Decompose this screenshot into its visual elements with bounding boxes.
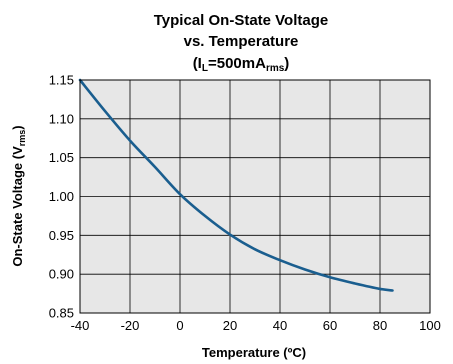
chart-title-line3-post: ) [284, 55, 289, 72]
x-tick-label: 20 [223, 318, 237, 333]
x-tick-labels: -40 -20 0 20 40 60 80 100 [71, 318, 441, 333]
x-tick-label: 0 [176, 318, 183, 333]
x-tick-label: 60 [323, 318, 337, 333]
x-tick-label: 100 [419, 318, 441, 333]
chart-title-line3-mid: =500mA [208, 55, 266, 72]
chart-title-line3-pre: (I [193, 55, 202, 72]
x-tick-label: -40 [71, 318, 90, 333]
y-tick-label: 1.15 [49, 73, 74, 88]
chart-title-line3-sub2: rms [266, 63, 285, 74]
plot-frame [79, 79, 431, 314]
y-tick-label: 1.00 [49, 189, 74, 204]
y-tick-label: 0.95 [49, 228, 74, 243]
chart-title-line3: (IL=500mArms) [193, 55, 290, 74]
chart-title-line1: Typical On-State Voltage [154, 12, 328, 29]
x-tick-label: 80 [373, 318, 387, 333]
y-tick-label: 0.85 [49, 306, 74, 321]
chart-title-line3-sub: L [202, 63, 208, 74]
y-axis-label-sub: rms [17, 130, 27, 147]
chart-title-line2: vs. Temperature [184, 33, 299, 50]
series-line [78, 78, 394, 292]
y-tick-labels: 0.85 0.90 0.95 1.00 1.05 1.10 1.15 [49, 73, 74, 321]
y-tick-label: 1.10 [49, 111, 74, 126]
x-tick-label: 40 [273, 318, 287, 333]
y-axis-label-post: ) [10, 125, 25, 129]
x-axis-label: Temperature (ºC) [202, 345, 306, 360]
y-tick-label: 0.90 [49, 267, 74, 282]
y-axis-label: On-State Voltage (Vrms) [10, 125, 27, 266]
y-tick-label: 1.05 [49, 150, 74, 165]
x-tick-label: -20 [121, 318, 140, 333]
y-axis-label-pre: On-State Voltage (V [10, 146, 25, 267]
series-layer [78, 78, 394, 292]
